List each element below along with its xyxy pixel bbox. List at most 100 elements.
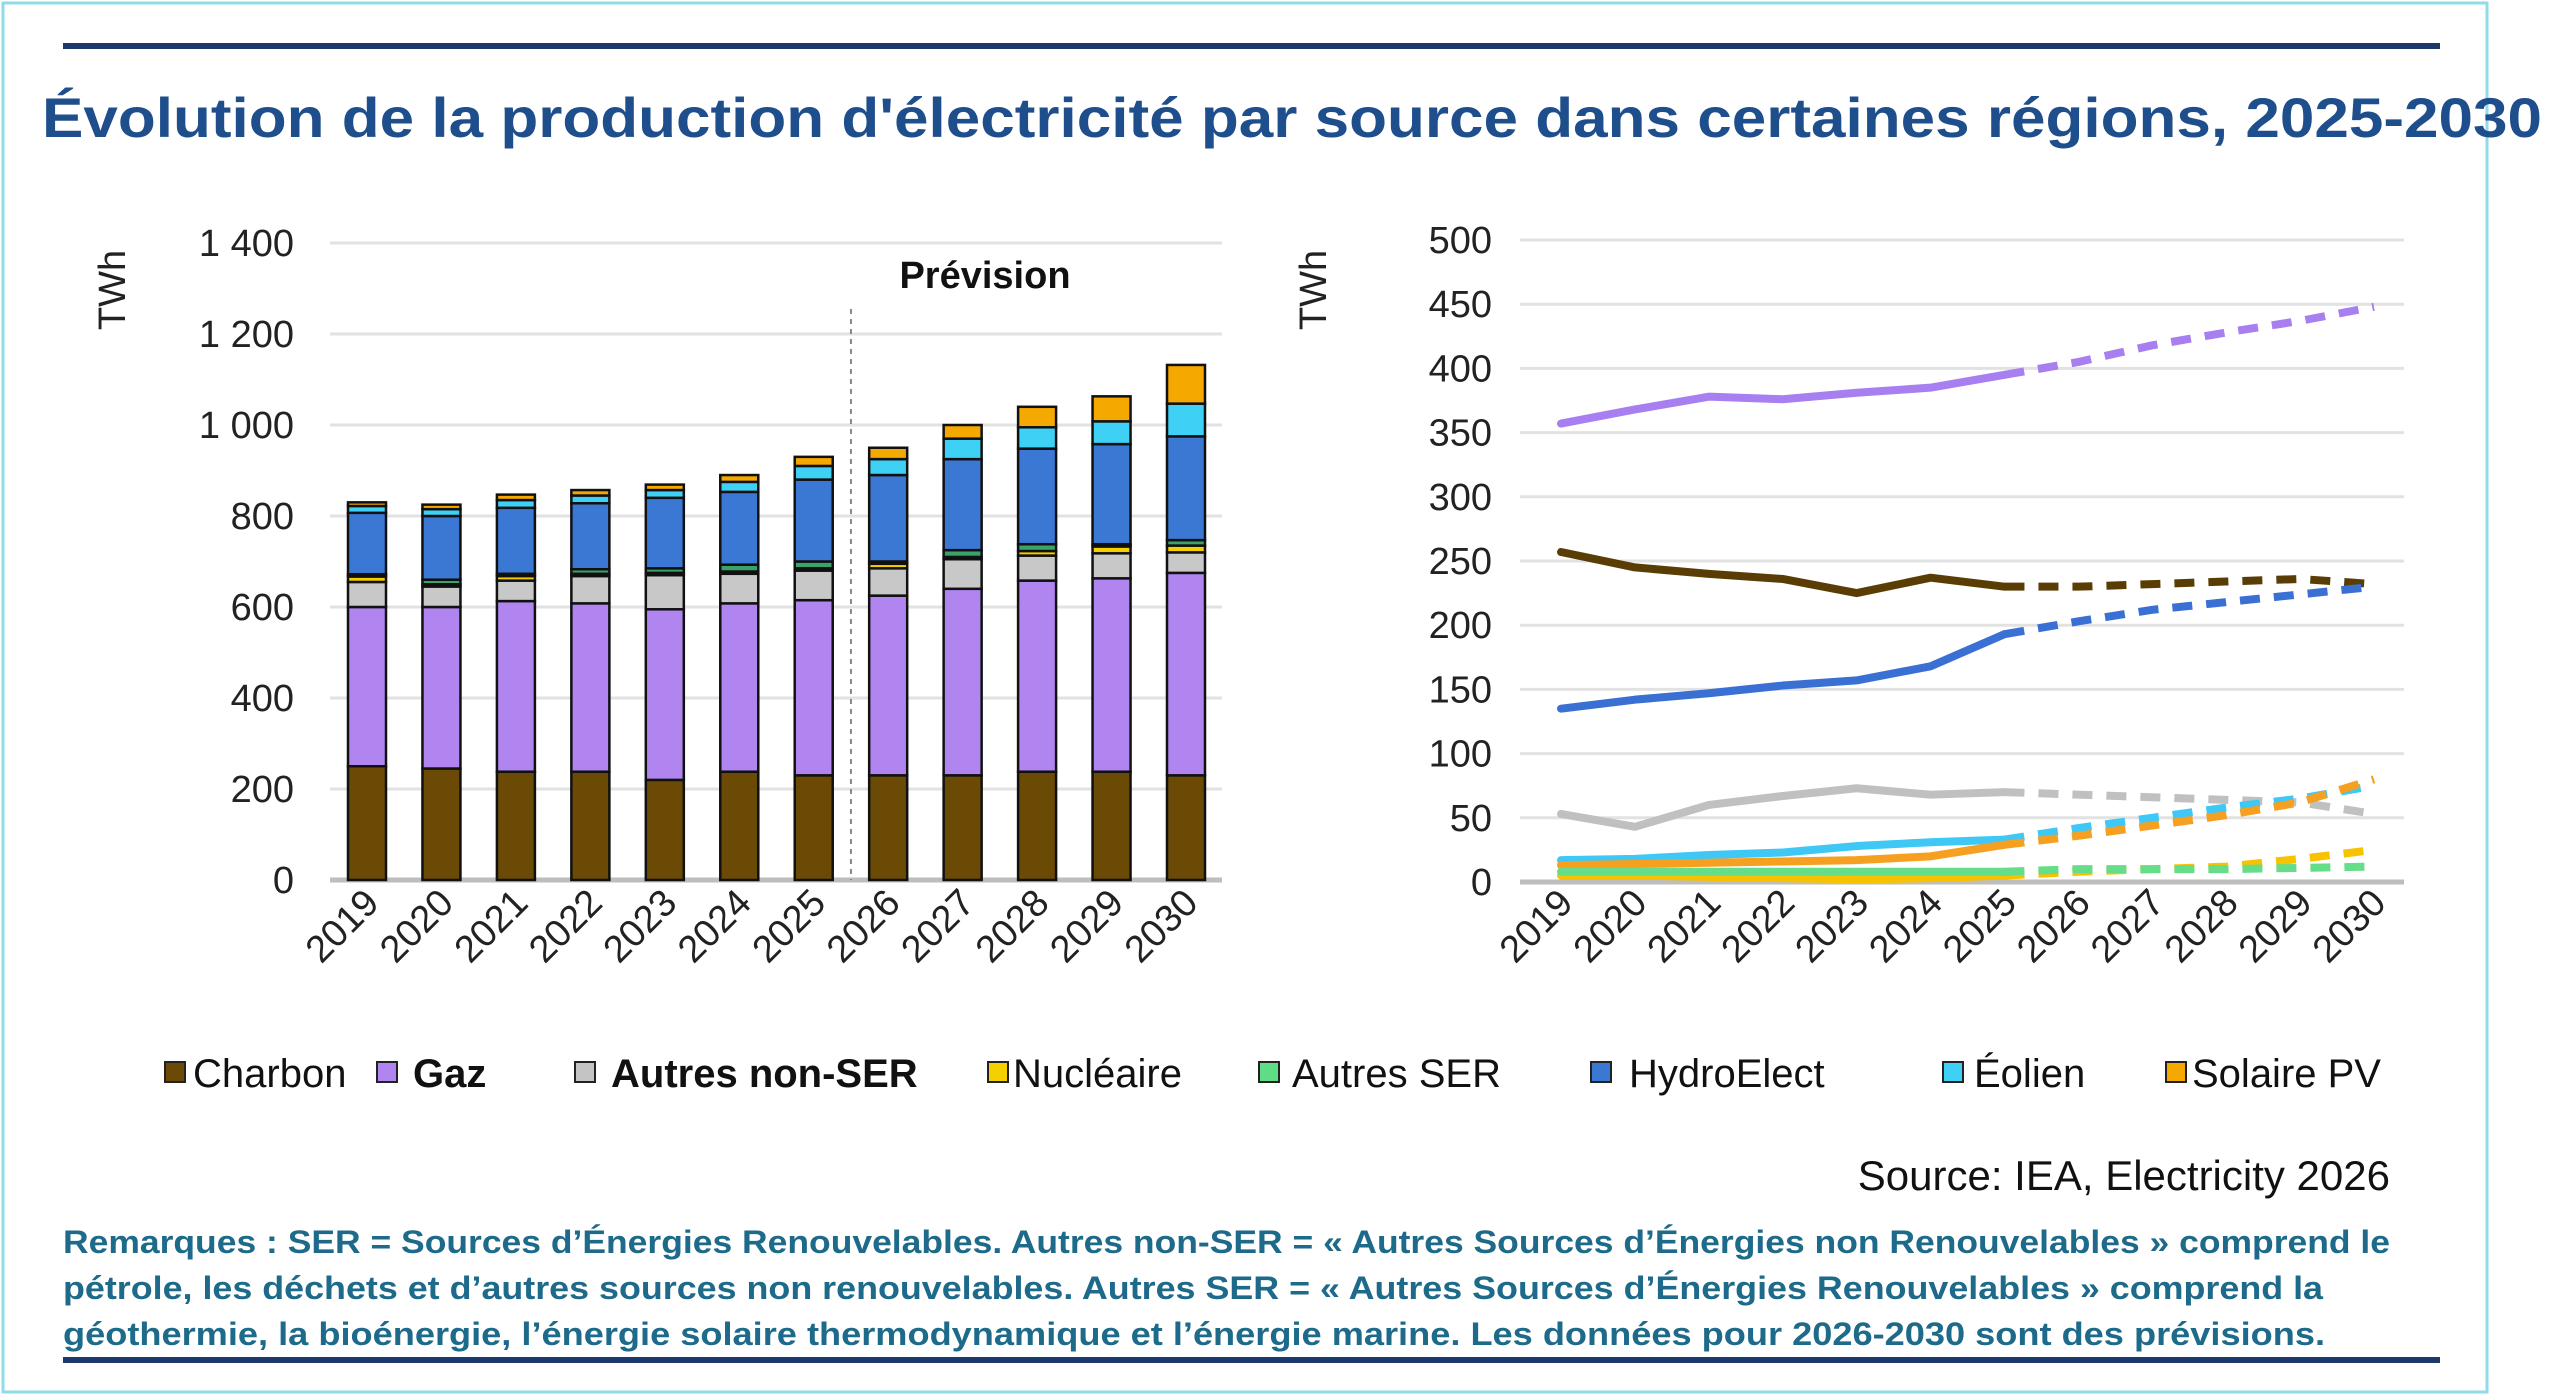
bottom-rule xyxy=(63,1357,2440,1363)
y-tick-label: 400 xyxy=(1429,348,1492,390)
note-line-2: pétrole, les déchets et d’autres sources… xyxy=(63,1270,2323,1306)
legend-label: HydroElect xyxy=(1629,1052,1825,1096)
bar-segment-autres_non_ser xyxy=(346,580,388,609)
bar-segment-gaz xyxy=(421,605,462,770)
bar-segment-hydro xyxy=(1091,442,1132,546)
legend-item-eolien: Éolien xyxy=(1942,1051,2085,1096)
bar-segment-charbon xyxy=(867,774,909,882)
y-tick-label: 200 xyxy=(231,769,294,811)
legend-label: Charbon xyxy=(193,1052,346,1096)
bar-segment-hydro xyxy=(570,502,611,571)
bar-segment-solaire xyxy=(346,501,388,508)
y-axis-label: TWh xyxy=(1293,250,1335,330)
top-rule xyxy=(63,43,2440,49)
bar-segment-autres_non_ser xyxy=(942,557,983,591)
y-tick-label: 450 xyxy=(1429,284,1492,326)
line-actual-hydro xyxy=(1557,630,2009,713)
legend-label: Autres SER xyxy=(1292,1052,1501,1096)
note-line-1: Remarques : SER = Sources d’Énergies Ren… xyxy=(63,1224,2390,1260)
bar-segment-autres_non_ser xyxy=(570,574,611,605)
bar-segment-eolien xyxy=(1016,426,1058,450)
legend-swatch xyxy=(1942,1061,1964,1083)
legend-item-gaz: Gaz xyxy=(376,1052,486,1096)
bar-segment-charbon xyxy=(1165,774,1207,882)
line-actual-solaire xyxy=(1557,840,2009,870)
legend-label: Nucléaire xyxy=(1013,1052,1182,1096)
y-tick-label: 400 xyxy=(231,678,294,720)
bar-segment-eolien xyxy=(867,457,909,477)
x-tick-label: 2021 xyxy=(1640,882,1729,971)
bar-segment-charbon xyxy=(1091,770,1132,882)
legend-item-solaire: Solaire PV xyxy=(2165,1052,2381,1096)
line-forecast-autres_non_ser xyxy=(2004,788,2375,818)
y-tick-label: 1 200 xyxy=(199,314,294,356)
bar-segment-eolien xyxy=(719,480,760,494)
bar-segment-autres_non_ser xyxy=(719,572,760,605)
legend-label: Solaire PV xyxy=(2192,1052,2381,1096)
bar-segment-gaz xyxy=(942,587,983,777)
bar-segment-hydro xyxy=(495,506,537,576)
bar-segment-gaz xyxy=(570,602,611,773)
bar-segment-charbon xyxy=(942,774,983,882)
x-tick-label: 2025 xyxy=(745,882,834,971)
x-tick-label: 2020 xyxy=(372,882,461,971)
x-tick-label: 2030 xyxy=(2305,882,2394,971)
x-tick-label: 2023 xyxy=(596,882,685,971)
bar-segment-hydro xyxy=(346,511,388,576)
y-tick-label: 1 400 xyxy=(199,223,294,265)
bar-segment-solaire xyxy=(1165,363,1207,405)
y-axis-label: TWh xyxy=(92,250,134,330)
bar-segment-hydro xyxy=(1165,435,1207,542)
bar-segment-charbon xyxy=(1016,770,1058,882)
y-tick-label: 100 xyxy=(1429,734,1492,776)
x-tick-label: 2024 xyxy=(670,882,759,971)
bar-segment-gaz xyxy=(867,594,909,777)
bar-segment-hydro xyxy=(867,473,909,563)
line-forecast-gaz xyxy=(2003,302,2375,379)
chart-title: Évolution de la production d'électricité… xyxy=(42,86,2542,149)
x-tick-label: 2030 xyxy=(1117,882,1206,971)
legend-item-charbon: Charbon xyxy=(164,1052,346,1096)
bar-segment-gaz xyxy=(644,608,686,782)
y-tick-label: 50 xyxy=(1450,798,1492,840)
forecast-label: Prévision xyxy=(899,255,1070,297)
bar-segment-solaire xyxy=(867,446,909,461)
legend-label: Éolien xyxy=(1974,1051,2085,1096)
bar-segment-solaire xyxy=(1091,395,1132,423)
bar-segment-charbon xyxy=(421,767,462,882)
x-tick-label: 2027 xyxy=(894,882,983,971)
y-tick-label: 500 xyxy=(1429,220,1492,262)
x-tick-label: 2026 xyxy=(2009,882,2098,971)
bar-segment-charbon xyxy=(793,774,834,882)
y-tick-label: 200 xyxy=(1429,605,1492,647)
line-actual-charbon xyxy=(1557,548,2009,598)
bar-segment-eolien xyxy=(1165,402,1207,438)
bar-segment-hydro xyxy=(1016,447,1058,546)
bar-segment-autres_non_ser xyxy=(421,585,462,609)
y-tick-label: 800 xyxy=(231,496,294,538)
y-tick-label: 1 000 xyxy=(199,405,294,447)
legend-swatch xyxy=(1590,1061,1612,1083)
line-actual-autres_non_ser xyxy=(1557,784,2009,831)
bar-segment-hydro xyxy=(719,490,760,566)
bar-segment-eolien xyxy=(1091,420,1132,446)
bar-segment-hydro xyxy=(644,496,686,570)
bar-segment-gaz xyxy=(719,602,760,773)
bar-segment-charbon xyxy=(719,770,760,882)
bar-segment-gaz xyxy=(346,605,388,768)
source-text: Source: IEA, Electricity 2026 xyxy=(1858,1152,2390,1199)
legend-item-nucleaire: Nucléaire xyxy=(987,1052,1182,1096)
y-tick-label: 300 xyxy=(1429,477,1492,519)
legend: Charbon Gaz Autres non-SER Nucléaire Autres … xyxy=(164,1051,2381,1096)
x-tick-label: 2024 xyxy=(1861,882,1950,971)
line-chart: 050100150200250300350400450500TWh2019202… xyxy=(1293,220,2404,971)
bar-segment-gaz xyxy=(1016,579,1058,773)
legend-item-autres_ser: Autres SER xyxy=(1258,1052,1501,1096)
legend-swatch xyxy=(164,1061,186,1083)
bar-segment-solaire xyxy=(644,483,686,492)
x-tick-label: 2022 xyxy=(521,882,610,971)
x-tick-label: 2028 xyxy=(968,882,1057,971)
bar-segment-autres_non_ser xyxy=(1016,554,1058,582)
frame-border xyxy=(1,1,2489,1394)
